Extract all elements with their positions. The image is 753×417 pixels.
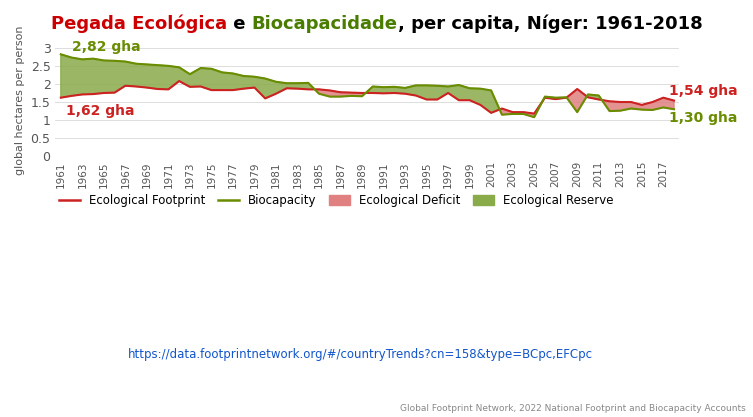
Text: e: e	[227, 15, 252, 33]
Text: https://data.footprintnetwork.org/#/countryTrends?cn=158&type=BCpc,EFCpc: https://data.footprintnetwork.org/#/coun…	[128, 348, 593, 361]
Text: 2,82 gha: 2,82 gha	[72, 40, 140, 54]
Y-axis label: global hectares per person: global hectares per person	[15, 25, 25, 175]
Text: Biocapacidade: Biocapacidade	[252, 15, 398, 33]
Text: Pegada Ecológica: Pegada Ecológica	[50, 15, 227, 33]
Text: 1,30 gha: 1,30 gha	[669, 111, 737, 126]
Text: 1,62 gha: 1,62 gha	[66, 104, 135, 118]
Text: Global Footprint Network, 2022 National Footprint and Biocapacity Accounts: Global Footprint Network, 2022 National …	[400, 404, 745, 413]
Text: 1,54 gha: 1,54 gha	[669, 84, 737, 98]
Legend: Ecological Footprint, Biocapacity, Ecological Deficit, Ecological Reserve: Ecological Footprint, Biocapacity, Ecolo…	[54, 189, 618, 212]
Text: , per capita, Níger: 1961-2018: , per capita, Níger: 1961-2018	[398, 15, 703, 33]
